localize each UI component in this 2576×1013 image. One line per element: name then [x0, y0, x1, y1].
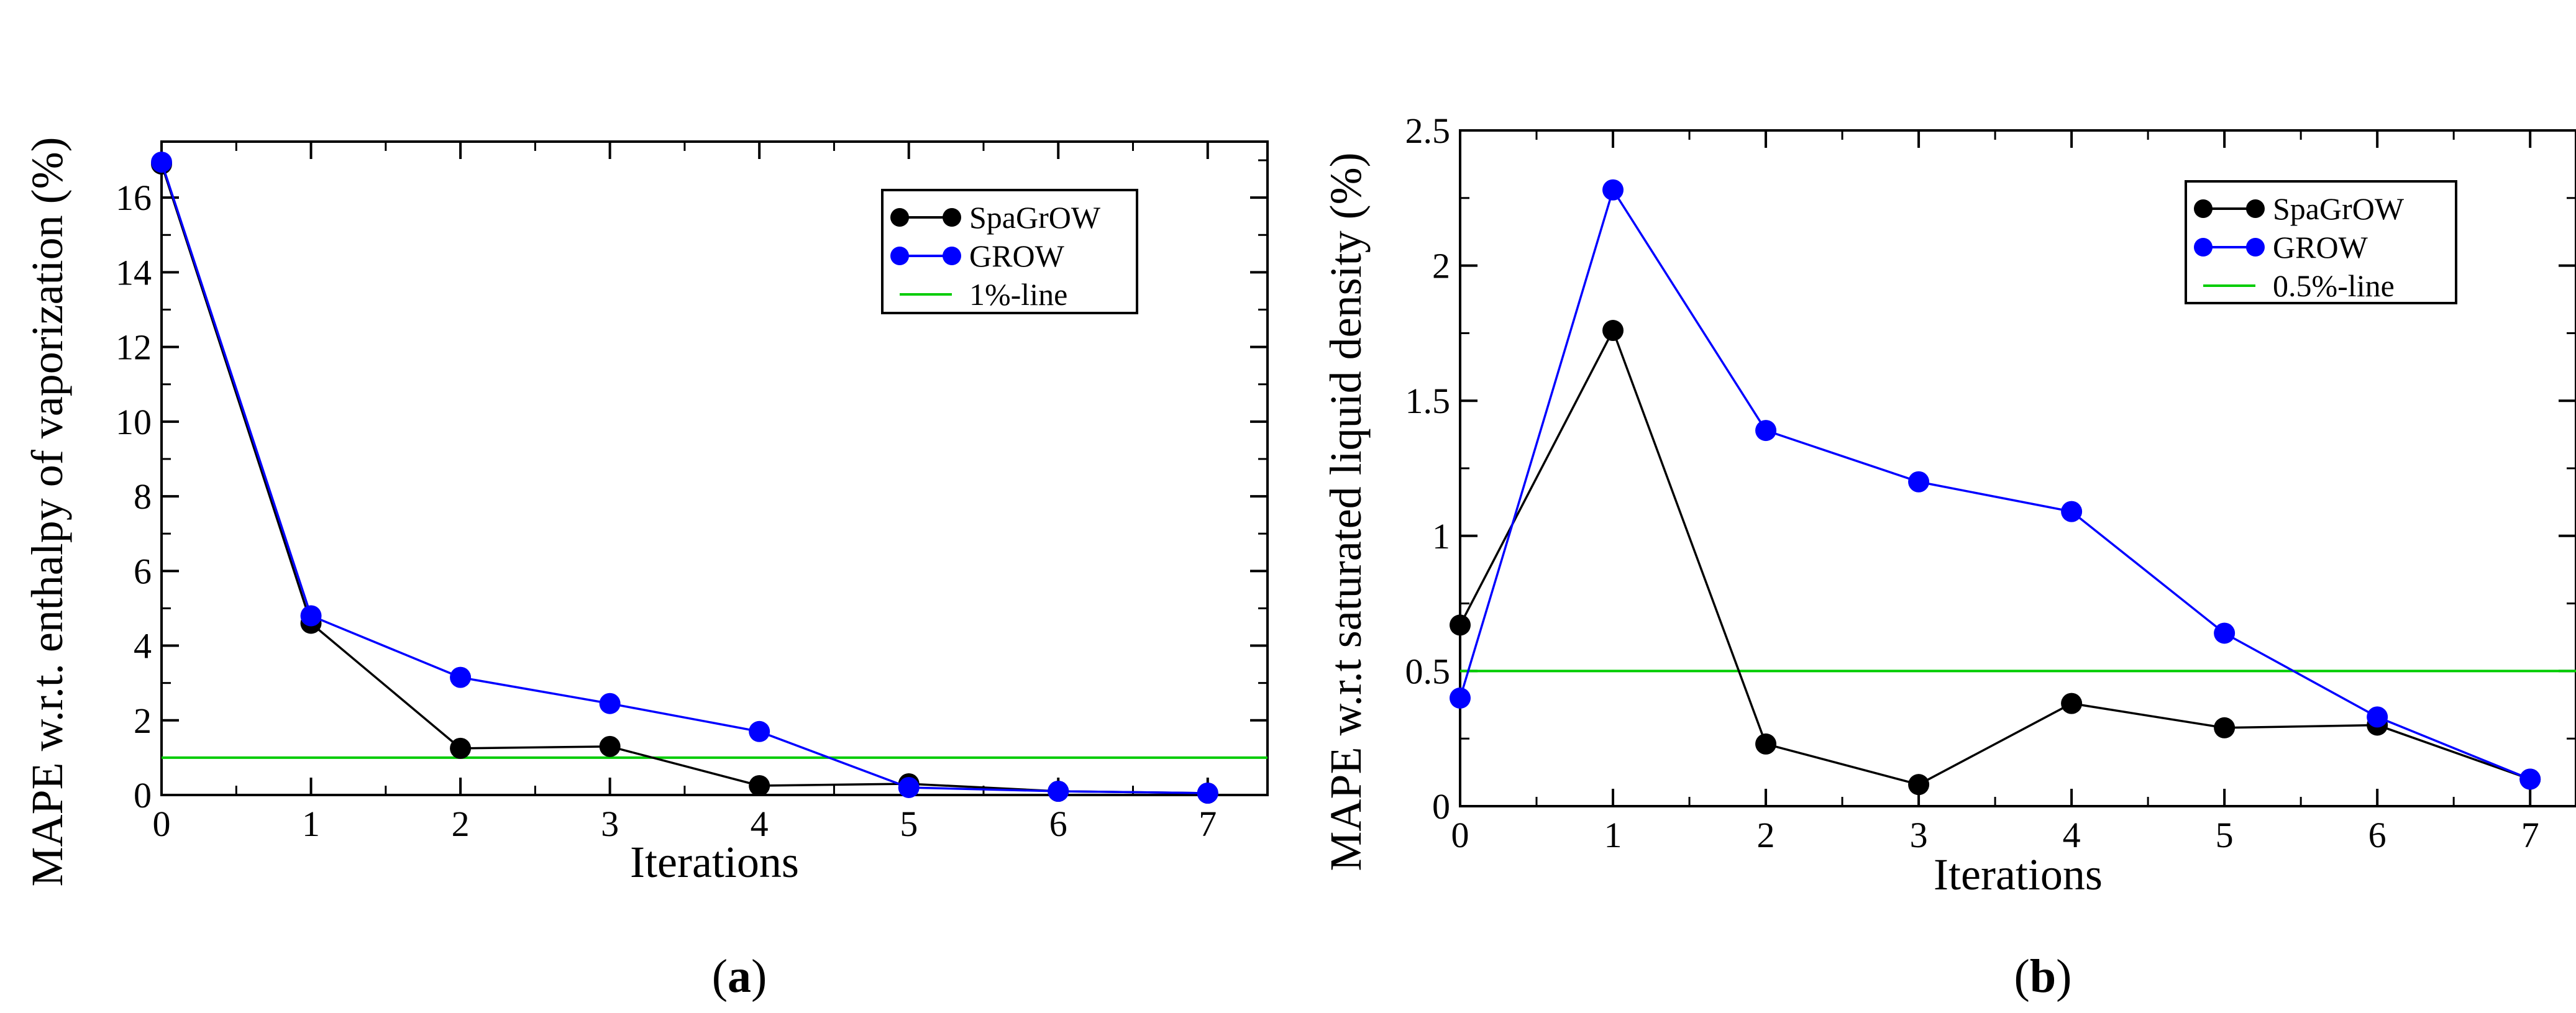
x-tick-label: 1	[1604, 815, 1622, 855]
legend-marker	[890, 208, 909, 227]
data-point-spagrow	[2214, 717, 2236, 738]
data-point-spagrow	[1450, 614, 1471, 636]
y-axis-title: MAPE w.r.t saturated liquid density (%)	[1321, 152, 1371, 871]
chart-panel-b: 0 1 2 3 4 5 6 7 0 0.5 1 1.5 2 2.5 SpaGrOW GROW0.5%-line…	[1321, 111, 2576, 1002]
x-tick-label: 4	[2063, 815, 2081, 855]
data-point-grow	[898, 776, 920, 798]
x-tick-label: 7	[2521, 815, 2539, 855]
y-tick-label: 2	[134, 701, 152, 741]
legend-label-threshold: 1%-line	[969, 277, 1067, 312]
x-axis-title: Iterations	[630, 837, 799, 887]
data-point-grow	[1755, 420, 1777, 442]
legend-label-grow: GROW	[969, 238, 1065, 273]
data-point-grow	[151, 152, 172, 173]
y-tick-label: 2.5	[1405, 111, 1451, 151]
panel-label: (a)	[712, 950, 767, 1002]
data-point-grow	[2519, 768, 2541, 790]
data-point-spagrow	[1908, 774, 1930, 796]
y-tick-label: 14	[116, 252, 152, 293]
data-point-spagrow	[749, 775, 770, 796]
plot-frame	[160, 140, 1269, 796]
data-point-spagrow	[2061, 693, 2083, 714]
y-tick-label: 0	[1432, 786, 1450, 827]
x-tick-label: 2	[452, 804, 470, 844]
y-tick-label: 0.5	[1405, 651, 1451, 691]
legend-marker	[890, 247, 909, 265]
series-line-grow	[160, 161, 1208, 794]
data-point-spagrow	[599, 735, 621, 757]
y-tick-label: 12	[116, 327, 152, 368]
legend-box	[2185, 180, 2457, 304]
legend-marker	[2194, 238, 2213, 257]
x-tick-label: 1	[302, 804, 320, 844]
y-tick-label: 0	[134, 775, 152, 815]
data-point-grow	[1048, 780, 1069, 802]
x-tick-label: 4	[751, 804, 769, 844]
legend-marker	[2246, 238, 2265, 257]
data-point-grow	[450, 666, 472, 688]
data-point-grow	[1908, 471, 1930, 493]
legend-label-threshold: 0.5%-line	[2273, 268, 2395, 303]
y-tick-label: 6	[134, 551, 152, 591]
legend-label-spagrow: SpaGrOW	[969, 200, 1101, 235]
x-tick-label: 6	[1049, 804, 1067, 844]
x-tick-label: 3	[601, 804, 619, 844]
legend-label-grow: GROW	[2273, 230, 2368, 265]
legend-box	[881, 189, 1138, 314]
data-point-grow	[2061, 501, 2083, 522]
y-tick-label: 4	[134, 626, 152, 666]
x-tick-label: 0	[153, 804, 171, 844]
y-tick-label: 1	[1432, 516, 1450, 556]
x-tick-label: 6	[2368, 815, 2386, 855]
y-tick-label: 16	[116, 178, 152, 218]
legend-marker	[943, 208, 961, 227]
x-tick-label: 0	[1451, 815, 1469, 855]
y-tick-label: 10	[116, 402, 152, 442]
y-tick-label: 1.5	[1405, 381, 1451, 421]
data-point-grow	[2367, 706, 2388, 728]
legend-marker	[2194, 199, 2213, 218]
data-point-spagrow	[450, 737, 472, 759]
data-point-spagrow	[1755, 733, 1777, 755]
data-point-grow	[300, 605, 322, 627]
data-point-grow	[1602, 179, 1624, 201]
legend-marker	[2246, 199, 2265, 218]
panel-label: (b)	[2014, 950, 2072, 1002]
data-point-grow	[2214, 622, 2236, 644]
x-tick-label: 2	[1757, 815, 1775, 855]
y-tick-label: 2	[1432, 246, 1450, 286]
legend-label-spagrow: SpaGrOW	[2273, 191, 2405, 226]
data-point-grow	[1197, 782, 1218, 804]
x-tick-label: 7	[1199, 804, 1217, 844]
data-point-grow	[749, 720, 770, 742]
series-line-spagrow	[1459, 327, 2531, 786]
y-axis-title: MAPE w.r.t. enthalpy of vaporization (%)	[22, 137, 72, 886]
data-point-spagrow	[1602, 320, 1624, 342]
data-point-grow	[1450, 687, 1471, 709]
x-tick-label: 5	[2216, 815, 2234, 855]
x-tick-label: 3	[1910, 815, 1928, 855]
series-line-grow	[1459, 187, 2531, 781]
x-axis-title: Iterations	[1934, 850, 2103, 899]
data-point-grow	[599, 693, 621, 714]
legend-marker	[943, 247, 961, 265]
y-tick-label: 8	[134, 476, 152, 517]
x-tick-label: 5	[900, 804, 918, 844]
